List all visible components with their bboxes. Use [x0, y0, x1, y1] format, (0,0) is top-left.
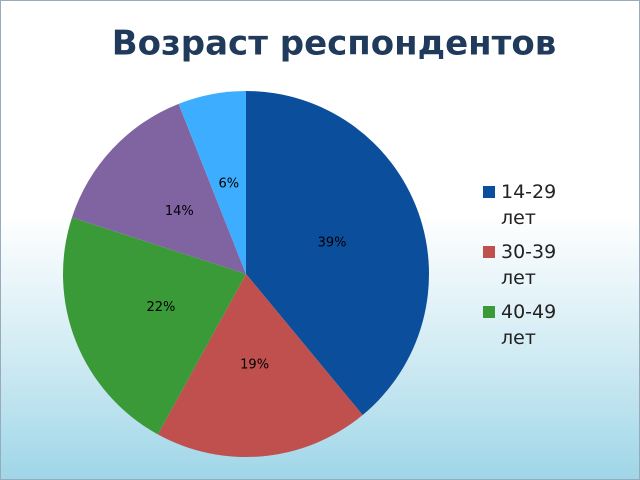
data-label: 14% [165, 204, 194, 219]
legend-swatch [483, 186, 495, 198]
pie-slice [63, 217, 247, 435]
legend-label: 30-39 лет [501, 241, 557, 289]
data-label: 39% [318, 236, 347, 251]
legend: 14-29 лет 30-39 лет 40-49 лет [481, 179, 571, 359]
legend-label: 40-49 лет [501, 301, 557, 349]
legend-item: 14-29 лет [481, 179, 571, 231]
pie-slice [178, 91, 246, 274]
chart-title: Возраст респондентов [112, 24, 557, 64]
data-label: 6% [219, 177, 240, 192]
legend-item: 40-49 лет [481, 299, 571, 351]
pie-slice [246, 91, 429, 416]
pie-slice [71, 103, 246, 274]
pie-slice [157, 274, 363, 457]
legend-swatch [483, 306, 495, 318]
data-label: 22% [146, 300, 175, 315]
legend-label: 14-29 лет [501, 181, 557, 229]
legend-swatch [483, 246, 495, 258]
data-label: 19% [240, 358, 269, 373]
legend-item: 30-39 лет [481, 239, 571, 291]
